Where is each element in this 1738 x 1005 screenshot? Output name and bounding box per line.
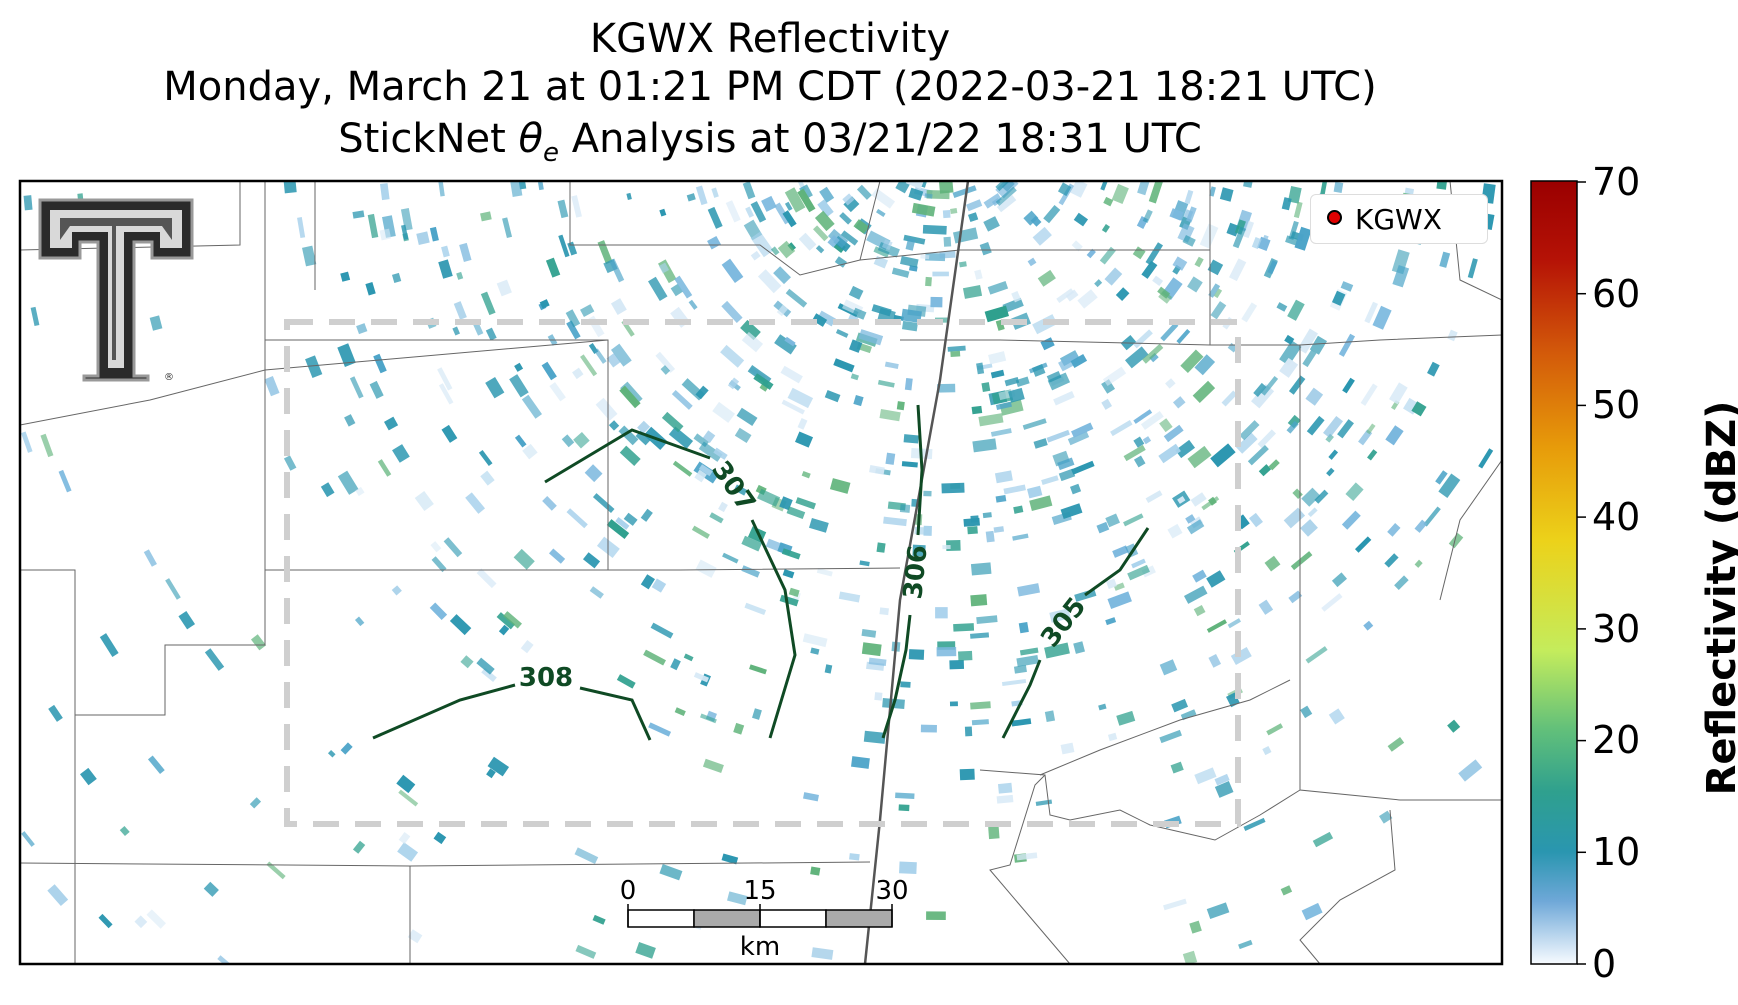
title-line-3: StickNet θe Analysis at 03/21/22 18:31 U… (20, 116, 1520, 176)
theta-symbol: θ (518, 116, 543, 162)
colorbar (1530, 180, 1578, 965)
reflectivity-field (21, 181, 1496, 964)
scale-bar (627, 904, 893, 928)
colorbar-label: Reflectivity (dBZ) (1699, 400, 1738, 796)
colorbar-tick: 40 (1592, 495, 1641, 539)
colorbar-tick: 70 (1592, 160, 1641, 204)
legend-label: KGWX (1355, 203, 1442, 236)
contour-label-308: 308 (519, 663, 573, 693)
title-line-3-suffix: Analysis at 03/21/22 18:31 UTC (558, 116, 1202, 162)
scale-bar-tick: 15 (743, 876, 777, 906)
logo-registered-mark: ® (164, 372, 174, 383)
colorbar-tick: 20 (1592, 718, 1641, 762)
contour-305 (1001, 527, 1150, 739)
theta-subscript: e (542, 138, 559, 168)
texas-tech-logo: ® (38, 198, 194, 383)
county-boundaries (20, 181, 1502, 964)
radar-site-marker-icon (1327, 210, 1342, 225)
scale-bar-tick: 0 (619, 876, 637, 906)
colorbar-tick: 10 (1592, 830, 1641, 874)
legend: KGWX (1310, 194, 1488, 244)
contour-307 (544, 428, 797, 739)
contour-308 (372, 683, 652, 741)
contour-306 (881, 404, 924, 739)
contour-label-305: 305 (1035, 592, 1092, 653)
contour-label-306: 306 (898, 544, 934, 601)
scale-bar-tick: 30 (875, 876, 909, 906)
title-line-1: KGWX Reflectivity (589, 16, 951, 62)
analysis-domain-box (284, 319, 1241, 827)
scale-bar-unit: km (739, 932, 781, 962)
map-frame (18, 179, 1504, 966)
colorbar-tick: 50 (1592, 383, 1641, 427)
title-line-3-prefix: StickNet (338, 116, 519, 162)
theta-e-contours (372, 404, 1150, 741)
colorbar-tick: 30 (1592, 607, 1641, 651)
colorbar-tick: 60 (1592, 272, 1641, 316)
contour-label-307: 307 (705, 456, 761, 518)
state-boundary (863, 181, 970, 964)
colorbar-tick-marks (1577, 181, 1586, 965)
colorbar-tick: 0 (1592, 942, 1617, 986)
title-line-2: Monday, March 21 at 01:21 PM CDT (2022-0… (163, 64, 1377, 110)
